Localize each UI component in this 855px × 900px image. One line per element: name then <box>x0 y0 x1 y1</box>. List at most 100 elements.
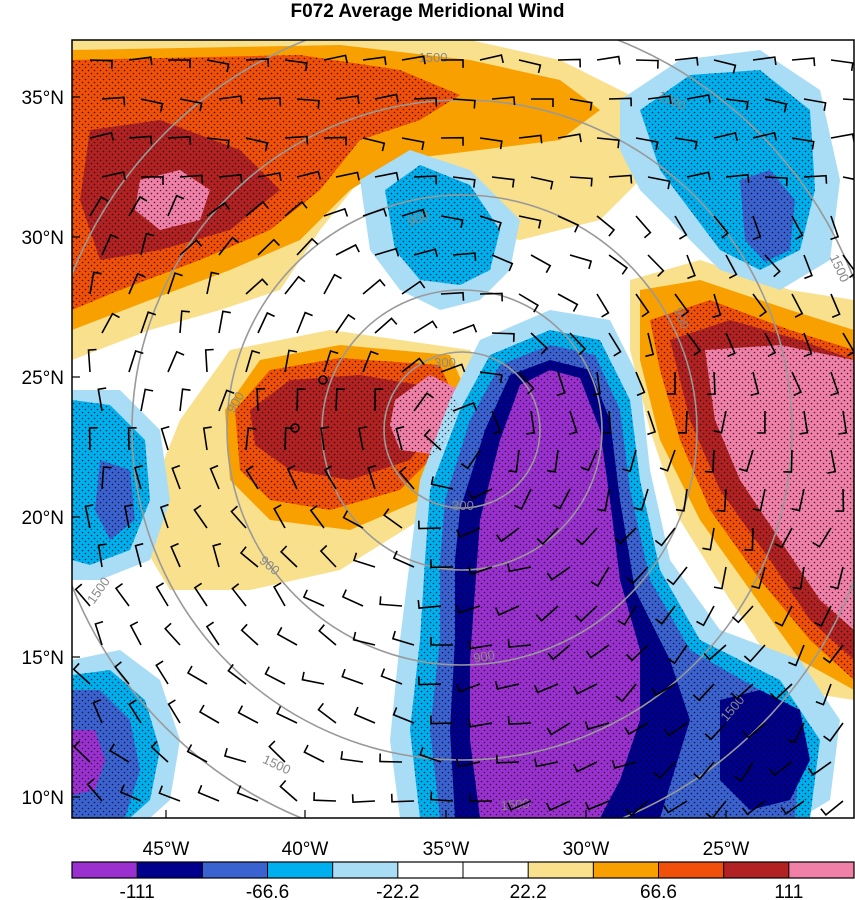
wind-barb <box>212 542 222 568</box>
wind-barb <box>239 546 259 568</box>
lat-label: 20°N <box>22 508 64 529</box>
colorbar-swatch <box>267 862 334 878</box>
wind-barb <box>469 793 493 803</box>
wind-barb <box>546 722 571 736</box>
wind-barb <box>140 311 157 334</box>
wind-barb <box>842 98 854 101</box>
wind-barb <box>752 131 778 141</box>
wind-barb <box>686 171 711 181</box>
colorbar-label: -66.6 <box>246 882 289 900</box>
wind-barb <box>362 56 387 66</box>
wind-barb <box>286 464 298 490</box>
wind-barb <box>236 785 259 802</box>
wind-barb <box>686 254 696 280</box>
wind-barb <box>245 427 257 451</box>
wind-barb <box>245 465 259 490</box>
wind-barb <box>780 800 805 815</box>
lat-label: 25°N <box>22 368 64 389</box>
wind-barb <box>158 785 181 802</box>
wind-barb <box>702 527 715 551</box>
wind-barb <box>468 718 493 728</box>
wind-barb <box>842 254 854 279</box>
wind-barb <box>440 215 464 229</box>
wind-barb <box>706 371 716 396</box>
wind-barb <box>725 98 749 110</box>
wind-barb <box>830 371 840 397</box>
wind-barb <box>590 566 610 587</box>
wind-barb <box>663 722 688 737</box>
wind-barb <box>87 348 97 373</box>
wind-barb <box>452 252 477 262</box>
colorbar-swatch <box>202 862 268 878</box>
wind-barb <box>323 54 348 64</box>
wind-barb <box>491 410 502 436</box>
wind-barb <box>341 589 364 607</box>
wind-barb <box>284 349 298 373</box>
wind-barb <box>756 410 766 434</box>
wind-barb <box>245 58 270 68</box>
wind-barb <box>123 504 133 529</box>
wind-barb <box>654 527 676 547</box>
wind-barb <box>626 644 649 662</box>
wind-barb <box>788 644 805 667</box>
wind-barb <box>358 426 368 451</box>
wind-barb <box>769 683 793 701</box>
wind-barb <box>374 388 384 412</box>
wind-barb <box>218 95 243 105</box>
wind-barb <box>227 663 247 685</box>
wind-barb <box>574 605 598 623</box>
wind-barb <box>596 137 620 149</box>
wind-barb <box>596 215 616 237</box>
wind-barb <box>491 332 515 342</box>
wind-barb <box>167 272 183 295</box>
wind-barb <box>380 668 403 685</box>
wind-barb <box>635 59 659 69</box>
wind-barb <box>730 683 754 700</box>
wind-barb <box>264 666 286 685</box>
wind-barb <box>119 784 142 802</box>
wind-barb <box>791 293 804 318</box>
wind-barb <box>615 683 637 703</box>
wind-barb <box>128 272 146 295</box>
wind-barb <box>218 173 243 183</box>
wind-barb <box>395 425 405 451</box>
wind-barb <box>645 332 655 358</box>
wind-barb <box>479 215 502 231</box>
wind-barb <box>743 644 766 663</box>
wind-barb <box>725 332 736 358</box>
wind-barb <box>704 722 727 741</box>
wind-barb <box>569 98 593 111</box>
wind-barb <box>455 527 481 539</box>
wind-barb <box>114 582 130 607</box>
wind-barb <box>752 215 762 241</box>
wind-barb <box>738 449 754 473</box>
wind-barb <box>674 137 698 150</box>
wind-barb <box>159 503 169 529</box>
wind-barb <box>72 662 91 685</box>
wind-barb <box>842 332 854 357</box>
wind-barb <box>323 136 347 146</box>
wind-barb <box>273 504 286 529</box>
wind-barb <box>838 410 848 435</box>
wind-barb <box>398 466 415 490</box>
wind-barb <box>374 317 398 334</box>
range-ring-label: 900 <box>472 647 496 666</box>
wind-barb <box>284 275 306 295</box>
wind-barb <box>452 98 476 109</box>
wind-barb <box>391 630 415 646</box>
wind-barb <box>379 596 403 607</box>
wind-barb <box>494 680 520 690</box>
colorbar-label: -22.2 <box>376 882 419 900</box>
wind-barb <box>830 59 854 72</box>
wind-barb <box>518 134 543 144</box>
wind-barb <box>752 293 768 318</box>
wind-barb <box>309 504 325 529</box>
wind-barb <box>206 201 231 217</box>
wind-barb <box>703 644 727 661</box>
wind-barb <box>273 582 286 607</box>
wind-barb <box>193 504 208 529</box>
wind-barb <box>783 449 793 473</box>
wind-barb <box>352 631 376 646</box>
wind-barb <box>284 200 308 217</box>
wind-barb <box>617 605 637 626</box>
